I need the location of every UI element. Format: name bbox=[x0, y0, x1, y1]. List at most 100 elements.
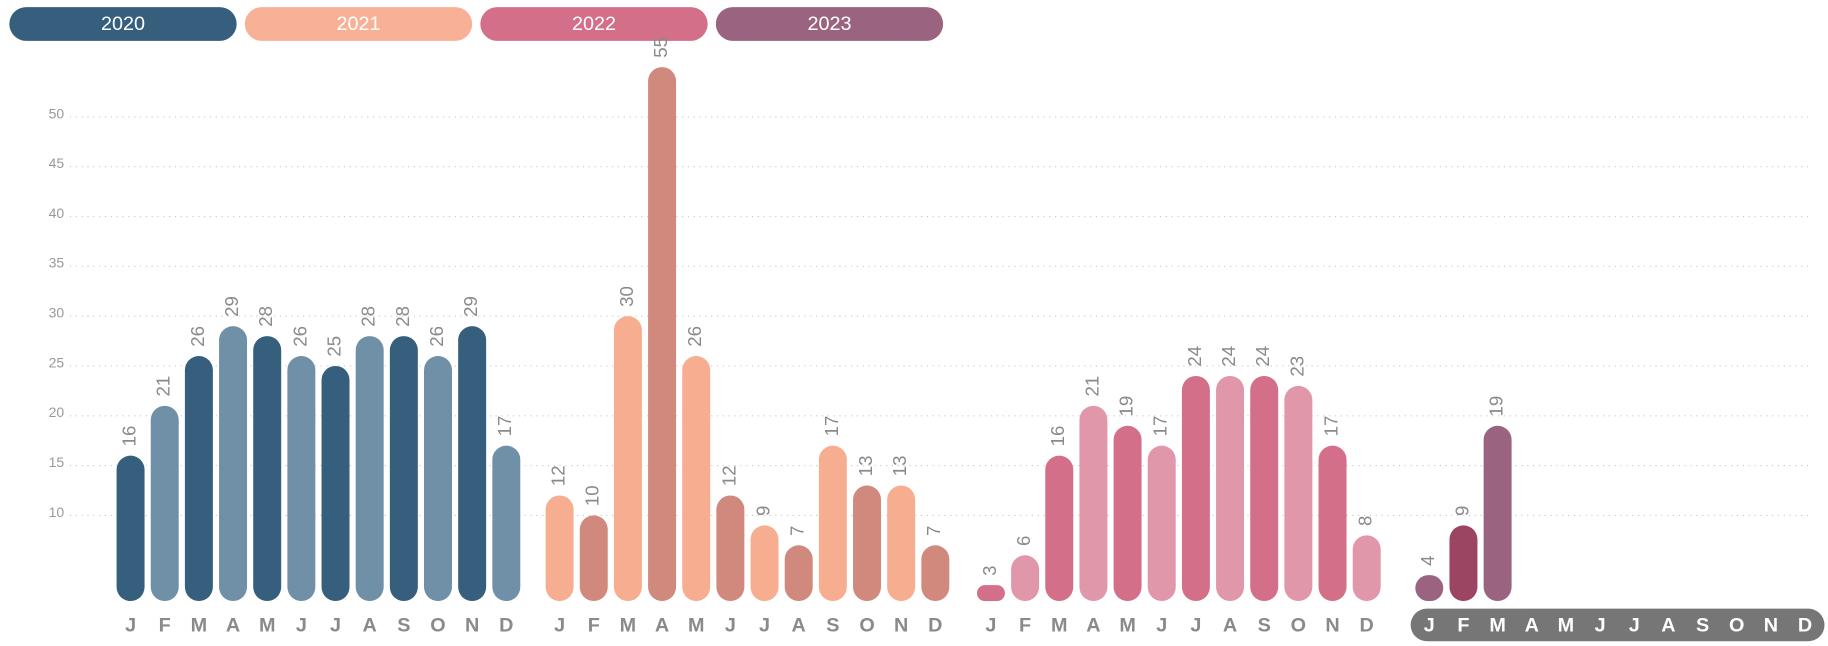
bar bbox=[492, 445, 521, 602]
value-label: 3 bbox=[979, 565, 1000, 575]
x-tick-label: J bbox=[554, 614, 565, 636]
legend-label[interactable]: 2023 bbox=[807, 13, 851, 35]
x-tick-label: A bbox=[226, 614, 240, 636]
x-tick-label: A bbox=[655, 614, 669, 636]
value-label: 55 bbox=[650, 37, 671, 58]
x-tick-label: A bbox=[363, 614, 377, 636]
y-tick-label: 10 bbox=[49, 504, 65, 520]
value-label: 10 bbox=[582, 485, 603, 506]
x-tick-label: D bbox=[1360, 614, 1374, 636]
bar bbox=[1011, 555, 1040, 602]
value-label: 4 bbox=[1417, 555, 1438, 565]
bar bbox=[1318, 445, 1347, 602]
x-tick-label: S bbox=[1258, 614, 1271, 636]
y-tick-label: 45 bbox=[49, 155, 65, 171]
y-tick-label: 25 bbox=[49, 354, 65, 370]
bar bbox=[1250, 375, 1279, 602]
value-label: 17 bbox=[1320, 416, 1341, 437]
value-label: 26 bbox=[684, 326, 705, 347]
bar bbox=[1079, 405, 1108, 602]
x-tick-label: N bbox=[894, 614, 908, 636]
x-tick-label: N bbox=[1764, 614, 1778, 636]
x-tick-label: F bbox=[1019, 614, 1031, 636]
value-label: 28 bbox=[358, 306, 379, 327]
bar bbox=[887, 485, 916, 602]
x-tick-label: A bbox=[792, 614, 806, 636]
value-label: 26 bbox=[426, 326, 447, 347]
bar bbox=[1352, 535, 1381, 602]
x-tick-label: J bbox=[725, 614, 736, 636]
x-tick-label: N bbox=[465, 614, 479, 636]
bar bbox=[784, 545, 813, 602]
value-label: 17 bbox=[821, 416, 842, 437]
value-label: 26 bbox=[187, 326, 208, 347]
legend-pill[interactable] bbox=[9, 7, 237, 41]
x-tick-label: J bbox=[1190, 614, 1201, 636]
legend-label[interactable]: 2020 bbox=[101, 13, 145, 35]
legend-pill[interactable] bbox=[480, 7, 708, 41]
bar bbox=[921, 545, 950, 602]
x-tick-label: M bbox=[1558, 614, 1575, 636]
x-tick-label: D bbox=[928, 614, 942, 636]
value-label: 21 bbox=[153, 376, 174, 397]
bar bbox=[648, 67, 677, 602]
value-label: 29 bbox=[460, 296, 481, 317]
bar bbox=[1045, 455, 1074, 602]
bar bbox=[579, 515, 608, 602]
x-tick-label: J bbox=[125, 614, 136, 636]
value-label: 16 bbox=[1047, 426, 1068, 447]
x-tick-label: J bbox=[1595, 614, 1606, 636]
x-tick-label: D bbox=[1798, 614, 1812, 636]
x-tick-label: J bbox=[759, 614, 770, 636]
value-label: 9 bbox=[1451, 506, 1472, 516]
x-tick-label: M bbox=[1489, 614, 1506, 636]
x-tick-label: A bbox=[1086, 614, 1100, 636]
value-label: 8 bbox=[1355, 516, 1376, 526]
value-label: 25 bbox=[323, 336, 344, 357]
bar bbox=[682, 356, 711, 602]
value-label: 28 bbox=[255, 306, 276, 327]
x-tick-label: J bbox=[330, 614, 341, 636]
value-label: 30 bbox=[616, 286, 637, 307]
value-label: 17 bbox=[494, 416, 515, 437]
bar bbox=[1113, 425, 1142, 602]
x-tick-label: J bbox=[985, 614, 996, 636]
bar bbox=[1181, 375, 1210, 602]
bar bbox=[1483, 425, 1512, 602]
y-tick-label: 35 bbox=[49, 255, 65, 271]
x-tick-label: J bbox=[1424, 614, 1435, 636]
value-label: 17 bbox=[1150, 416, 1171, 437]
value-label: 13 bbox=[855, 455, 876, 476]
bar bbox=[853, 485, 882, 602]
legend-label[interactable]: 2022 bbox=[572, 13, 616, 35]
x-tick-label: M bbox=[688, 614, 705, 636]
legend-pill[interactable] bbox=[244, 7, 473, 41]
value-label: 7 bbox=[923, 526, 944, 536]
bar bbox=[716, 495, 745, 602]
value-label: 7 bbox=[787, 526, 808, 536]
x-tick-label: S bbox=[1696, 614, 1709, 636]
bar bbox=[1284, 385, 1313, 602]
x-tick-label: A bbox=[1223, 614, 1237, 636]
x-tick-label: O bbox=[859, 614, 874, 636]
value-label: 12 bbox=[548, 465, 569, 486]
value-label: 24 bbox=[1218, 346, 1239, 367]
bar bbox=[253, 336, 282, 602]
x-tick-label: M bbox=[259, 614, 276, 636]
bar bbox=[321, 365, 350, 602]
x-tick-label: S bbox=[826, 614, 839, 636]
selected-year-band bbox=[1410, 608, 1825, 642]
bar bbox=[818, 445, 847, 602]
value-label: 23 bbox=[1286, 356, 1307, 377]
x-tick-label: M bbox=[191, 614, 208, 636]
value-label: 19 bbox=[1115, 396, 1136, 417]
value-label: 9 bbox=[752, 506, 773, 516]
value-label: 13 bbox=[889, 455, 910, 476]
value-label: 28 bbox=[392, 306, 413, 327]
x-tick-label: A bbox=[1661, 614, 1675, 636]
x-tick-label: F bbox=[159, 614, 171, 636]
legend-pill[interactable] bbox=[715, 7, 944, 41]
bar bbox=[1147, 445, 1176, 602]
legend-label[interactable]: 2021 bbox=[336, 13, 380, 35]
